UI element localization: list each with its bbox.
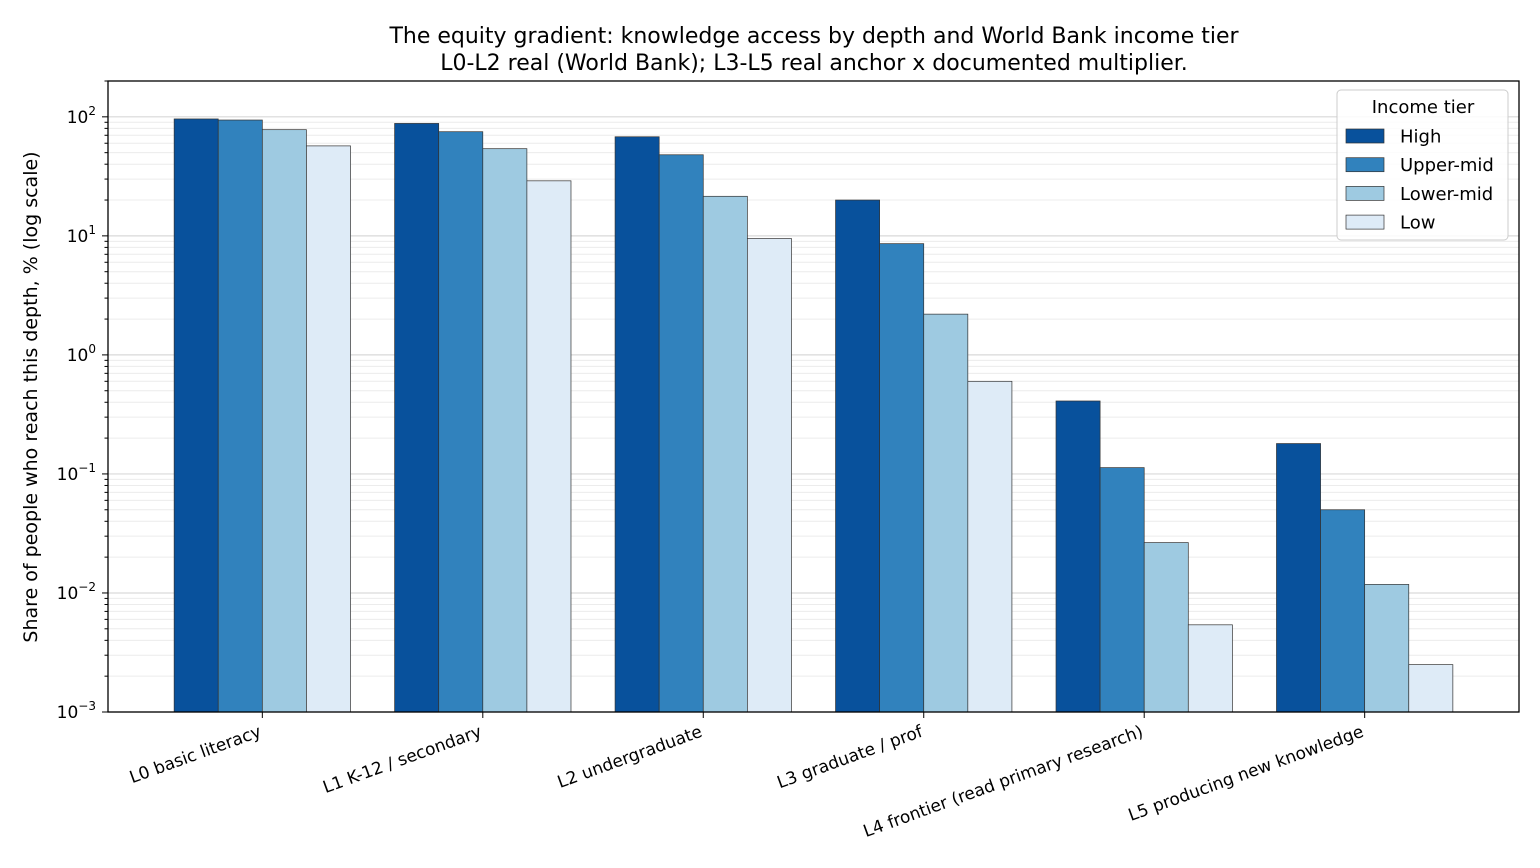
chart-title: The equity gradient: knowledge access by…	[388, 24, 1239, 49]
legend-swatch	[1345, 186, 1385, 201]
legend-title: Income tier	[1372, 97, 1475, 118]
legend-label: High	[1400, 127, 1441, 148]
x-tick-label: L3 graduate / prof	[775, 722, 927, 794]
bar-upper-mid	[1099, 467, 1145, 713]
y-tick-label: 10−1	[57, 461, 96, 485]
y-tick-base: 10	[57, 703, 79, 723]
y-tick-label: 100	[67, 342, 96, 366]
legend: Income tier High Upper-mid Lower-mid Low	[1336, 89, 1509, 241]
bar-high	[614, 136, 660, 713]
y-tick-base: 10	[67, 227, 89, 247]
bar-lower-mid	[923, 313, 969, 713]
bar-high	[835, 199, 880, 713]
y-tick-base: 10	[67, 346, 89, 366]
bar-low	[1408, 664, 1454, 713]
y-axis-label: Share of people who reach this depth, % …	[20, 151, 42, 642]
y-tick-base: 10	[57, 584, 79, 604]
chart-subtitle: L0-L2 real (World Bank); L3-L5 real anch…	[440, 51, 1188, 76]
bar-lower-mid	[261, 129, 307, 713]
y-tick-exponent: −2	[78, 580, 96, 594]
bar-high	[1055, 400, 1101, 713]
bar-low	[747, 238, 792, 713]
bar-low	[306, 145, 351, 713]
y-tick-label: 101	[67, 223, 96, 247]
bar-upper-mid	[217, 119, 263, 713]
y-tick-label: 102	[67, 104, 96, 128]
legend-swatch	[1345, 214, 1385, 230]
bars	[173, 118, 1454, 713]
legend-swatch	[1345, 128, 1385, 144]
bar-upper-mid	[658, 154, 704, 713]
plot-frame	[107, 80, 1520, 713]
legend-swatch	[1345, 157, 1385, 173]
legend-box	[1336, 89, 1509, 241]
bar-upper-mid	[879, 243, 925, 713]
legend-label: Upper-mid	[1400, 155, 1494, 176]
legend-label: Low	[1400, 213, 1435, 234]
y-tick-base: 10	[57, 465, 79, 485]
y-tick-label: 10−3	[57, 699, 96, 723]
bar-high	[1276, 443, 1321, 713]
bar-upper-mid	[1320, 509, 1366, 713]
x-axis: L0 basic literacy L1 K-12 / secondary L2 u…	[127, 712, 1366, 842]
x-tick-label: L5 producing new knowledge	[1126, 722, 1367, 826]
legend-label: Lower-mid	[1400, 184, 1493, 205]
bar-lower-mid	[482, 148, 528, 713]
bar-lower-mid	[702, 195, 748, 713]
y-tick-label: 10−2	[57, 580, 96, 604]
x-tick-label: L2 undergraduate	[555, 722, 705, 793]
y-tick-exponent: 1	[88, 223, 96, 237]
bar-low	[1187, 624, 1233, 713]
bar-lower-mid	[1364, 584, 1410, 713]
bar-low	[526, 180, 572, 713]
y-tick-exponent: −1	[78, 461, 96, 475]
bar-lower-mid	[1143, 542, 1189, 713]
bar-high	[394, 123, 440, 713]
y-tick-exponent: 0	[88, 342, 96, 356]
x-tick-label: L0 basic literacy	[127, 722, 264, 788]
y-tick-exponent: −3	[78, 699, 96, 713]
bar-high	[173, 118, 219, 713]
y-tick-exponent: 2	[88, 104, 96, 118]
bar-low	[967, 380, 1013, 713]
x-tick-label: L1 K-12 / secondary	[320, 722, 484, 798]
bar-upper-mid	[438, 131, 484, 713]
y-tick-base: 10	[67, 108, 89, 128]
